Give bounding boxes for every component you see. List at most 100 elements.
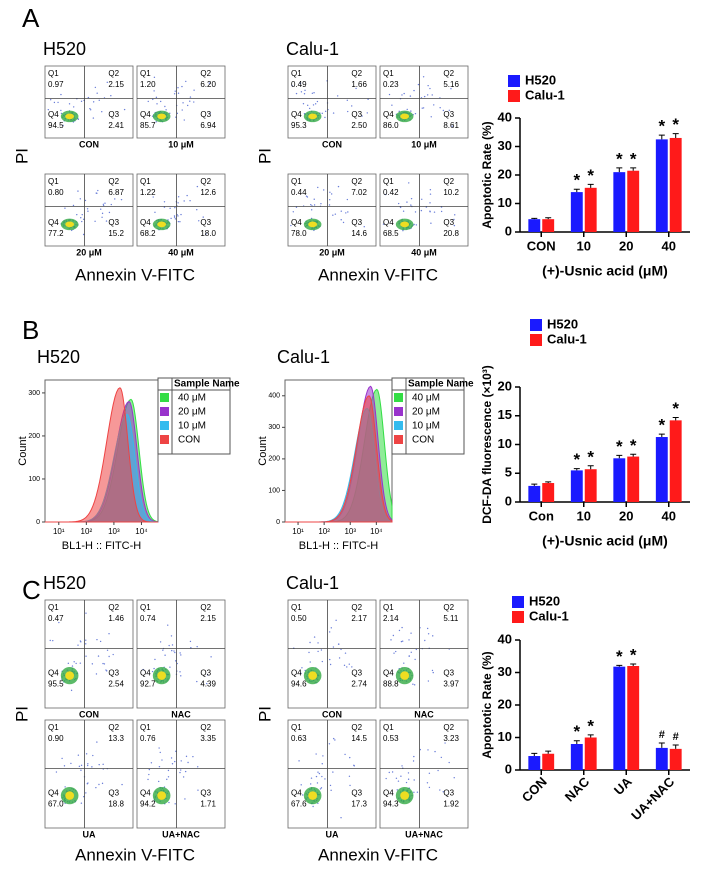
bar [669,137,682,232]
dot [174,206,176,209]
dot [96,92,98,94]
density [308,113,318,120]
quadrant-value: 94.3 [383,800,399,809]
dot [347,211,349,213]
dot [429,202,431,204]
dot [321,763,323,765]
dot [77,754,80,756]
quadrant-name: Q2 [443,723,454,732]
dot [440,210,443,213]
dot [315,753,317,755]
legend-label: CON [412,435,434,446]
quadrant-value: 7.02 [351,188,367,197]
dot [340,816,342,819]
legend-box [157,377,231,455]
plot-frame [379,65,469,139]
dot [193,101,195,103]
quadrant-name: Q3 [108,669,119,678]
plot-frame [287,599,377,709]
y-axis-label: Count [17,436,29,465]
dot [87,782,89,784]
dot [95,192,97,194]
dot [413,755,415,758]
dot [429,87,431,90]
dot [95,673,98,675]
quadrant-value: 12.6 [200,188,216,197]
dot [298,760,300,762]
dot [79,640,82,642]
y-tick-label: 200 [268,456,280,463]
dot [70,689,73,692]
dot [400,640,403,643]
legend-swatch [394,407,403,416]
error-bar [545,217,552,220]
x-tick-label: Con [529,508,554,523]
plot-name: 10 μM [168,139,194,149]
dot [429,189,432,191]
quadrant-name: Q3 [351,218,362,227]
bar [669,420,682,502]
dot [84,199,87,202]
legend-label: CON [178,435,200,446]
quadrant-name: Q2 [200,603,211,612]
quadrant-name: Q3 [200,669,211,678]
quadrant-name: Q4 [383,789,394,798]
dot [85,792,87,794]
error-bar [573,740,580,744]
density [157,671,167,680]
bar [613,666,626,770]
dot [87,210,89,212]
dot [196,209,198,211]
quadrant-value: 20.8 [443,229,459,238]
y-axis-label: PI [12,706,31,722]
quadrant-name: Q3 [443,218,454,227]
dot [104,202,106,204]
dot [205,233,207,235]
dot [186,194,188,197]
dot [437,769,439,772]
plot-name: 10 μM [411,139,437,149]
plot-frame [379,719,469,829]
dot [167,776,170,778]
error-bar [531,217,538,220]
dot [161,759,163,761]
dot [367,98,369,101]
dot [164,105,166,108]
quadrant-name: Q3 [443,789,454,798]
quadrant-name: Q4 [291,669,302,678]
significance-marker: * [658,117,665,136]
plot-frame [136,173,226,247]
dot [123,108,126,111]
plot-name: NAC [171,709,191,719]
quadrant-value: 8.61 [443,121,459,130]
dot [164,654,166,656]
quadrant-value: 2.50 [351,121,367,130]
significance-marker: * [587,166,594,185]
dot [108,655,110,658]
dot [329,784,332,787]
quadrant-value: 1.20 [140,80,156,89]
dot [366,112,368,114]
x-tick-label: 40 [662,238,676,253]
dot [401,765,403,767]
dot [154,211,156,214]
dot [77,118,80,121]
dot [68,103,71,105]
quadrant-value: 0.49 [291,80,307,89]
dot [426,782,429,784]
quadrant-value: 1.71 [200,800,216,809]
dot [210,656,212,658]
dot [60,93,62,96]
dot [105,669,107,671]
legend-label: 10 μM [178,421,206,432]
dot [454,214,456,216]
legend-label: Calu-1 [525,87,565,102]
quadrant-value: 88.8 [383,680,399,689]
significance-marker: * [573,722,580,741]
dot [96,638,98,641]
error-bar [616,454,623,459]
dot [340,219,342,221]
plot-name: NAC [414,709,434,719]
quadrant-name: Q2 [351,69,362,78]
dot [174,760,176,763]
